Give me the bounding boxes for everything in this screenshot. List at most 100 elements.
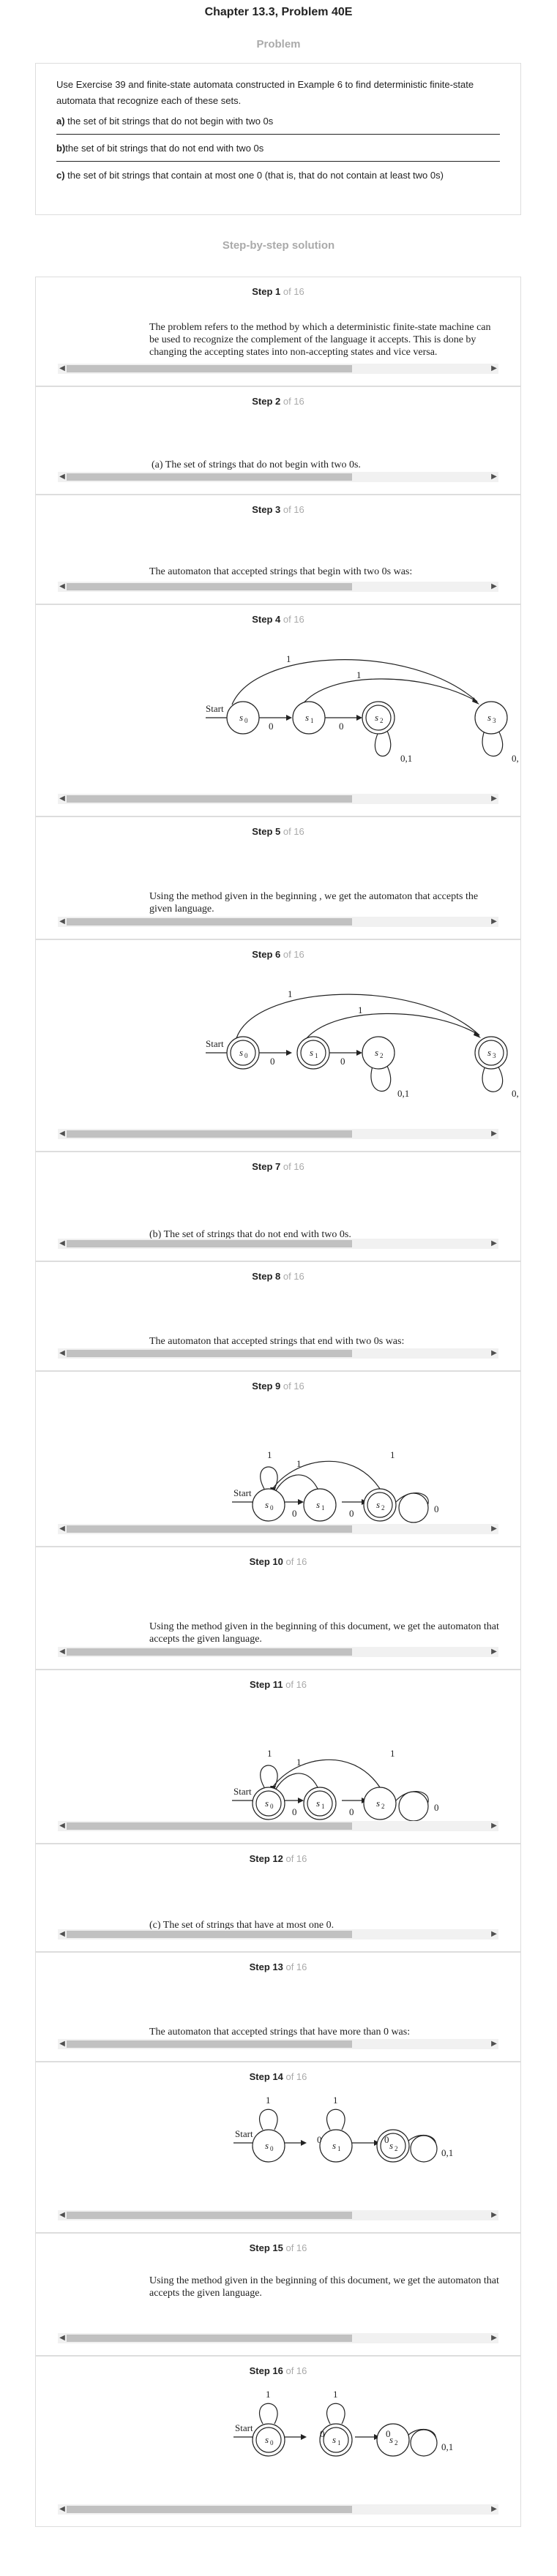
horizontal-scrollbar[interactable]: ◀ ▶	[58, 2504, 498, 2515]
scroll-right-icon[interactable]: ▶	[491, 473, 497, 481]
step-title: Step 13 of 16	[36, 1961, 520, 1972]
scroll-right-icon[interactable]: ▶	[491, 582, 497, 590]
horizontal-scrollbar[interactable]: ◀ ▶	[58, 917, 498, 927]
scroll-left-icon[interactable]: ◀	[59, 1130, 65, 1138]
scroll-right-icon[interactable]: ▶	[491, 2334, 497, 2342]
scroll-right-icon[interactable]: ▶	[491, 1349, 497, 1357]
scroll-left-icon[interactable]: ◀	[59, 582, 65, 590]
horizontal-scrollbar[interactable]: ◀ ▶	[58, 1348, 498, 1359]
scroll-right-icon[interactable]: ▶	[491, 2040, 497, 2048]
scroll-right-icon[interactable]: ▶	[491, 2505, 497, 2513]
scroll-thumb[interactable]	[67, 473, 352, 481]
edge-label: 0	[349, 1508, 354, 1519]
scroll-right-icon[interactable]: ▶	[491, 795, 497, 803]
scroll-right-icon[interactable]: ▶	[491, 2211, 497, 2219]
state-label: s	[239, 1047, 243, 1058]
step-number: Step 1	[252, 286, 281, 297]
edge-label: 0	[269, 721, 274, 732]
step-card-16: Step 16 of 16	[35, 2356, 521, 2527]
step-of-total: of 16	[283, 2071, 307, 2082]
scroll-right-icon[interactable]: ▶	[491, 1130, 497, 1138]
start-label: Start	[235, 2422, 253, 2433]
state-s2	[362, 1036, 395, 1070]
scroll-left-icon[interactable]: ◀	[59, 364, 65, 372]
scroll-thumb[interactable]	[67, 2040, 352, 2048]
state-label: s	[389, 2434, 393, 2445]
step-card-7: Step 7 of 16 (b) The set of strings that…	[35, 1152, 521, 1261]
scroll-left-icon[interactable]: ◀	[59, 1349, 65, 1357]
scroll-left-icon[interactable]: ◀	[59, 2040, 65, 2048]
horizontal-scrollbar[interactable]: ◀ ▶	[58, 472, 498, 482]
problem-intro: Use Exercise 39 and finite-state automat…	[56, 79, 474, 106]
scroll-right-icon[interactable]: ▶	[491, 1525, 497, 1533]
scroll-thumb[interactable]	[67, 365, 352, 372]
step-number: Step 15	[249, 2242, 283, 2253]
edge-label: 1	[390, 1748, 395, 1759]
state-s0	[252, 2129, 285, 2163]
step-card-15: Step 15 of 16 Using the method given in …	[35, 2233, 521, 2356]
horizontal-scrollbar[interactable]: ◀ ▶	[58, 582, 498, 592]
state-label: s	[376, 1798, 380, 1809]
accepting-ring	[367, 1492, 393, 1518]
scroll-left-icon[interactable]: ◀	[59, 1648, 65, 1656]
horizontal-scrollbar[interactable]: ◀ ▶	[58, 2333, 498, 2343]
scroll-right-icon[interactable]: ▶	[491, 917, 497, 925]
part-text: the set of bit strings that do not begin…	[64, 116, 274, 127]
scroll-thumb[interactable]	[67, 1648, 352, 1656]
problem-part-c: c) the set of bit strings that contain a…	[56, 166, 500, 188]
step-of-total: of 16	[280, 1381, 304, 1392]
scroll-thumb[interactable]	[67, 1240, 352, 1247]
horizontal-scrollbar[interactable]: ◀ ▶	[58, 1929, 498, 1939]
problem-statement: Use Exercise 39 and finite-state automat…	[35, 63, 521, 215]
scroll-thumb[interactable]	[67, 1350, 352, 1357]
scroll-thumb[interactable]	[67, 1525, 352, 1533]
step-text: Using the method given in the beginning …	[149, 1621, 499, 1645]
scroll-left-icon[interactable]: ◀	[59, 917, 65, 925]
scroll-thumb[interactable]	[67, 1931, 352, 1938]
edge-label: 1	[266, 2389, 271, 2400]
step-of-total: of 16	[283, 1961, 307, 1972]
scroll-left-icon[interactable]: ◀	[59, 2334, 65, 2342]
horizontal-scrollbar[interactable]: ◀ ▶	[58, 1647, 498, 1657]
state-s2	[363, 1787, 397, 1820]
scroll-left-icon[interactable]: ◀	[59, 1239, 65, 1247]
scroll-left-icon[interactable]: ◀	[59, 2211, 65, 2219]
scroll-thumb[interactable]	[67, 1822, 352, 1830]
step-of-total: of 16	[283, 1853, 307, 1864]
scroll-right-icon[interactable]: ▶	[491, 1648, 497, 1656]
scroll-thumb[interactable]	[67, 2212, 352, 2219]
step-card-4: Step 4 of 16	[35, 604, 521, 816]
scroll-thumb[interactable]	[67, 918, 352, 925]
state-s3	[474, 701, 508, 735]
scroll-left-icon[interactable]: ◀	[59, 473, 65, 481]
scroll-right-icon[interactable]: ▶	[491, 1930, 497, 1938]
scroll-left-icon[interactable]: ◀	[59, 1822, 65, 1830]
horizontal-scrollbar[interactable]: ◀ ▶	[58, 794, 498, 804]
step-number: Step 6	[252, 949, 281, 960]
scroll-thumb[interactable]	[67, 795, 352, 803]
horizontal-scrollbar[interactable]: ◀ ▶	[58, 1524, 498, 1534]
scroll-left-icon[interactable]: ◀	[59, 1525, 65, 1533]
scroll-right-icon[interactable]: ▶	[491, 364, 497, 372]
edge-label: 0	[292, 1806, 297, 1817]
scroll-thumb[interactable]	[67, 583, 352, 590]
horizontal-scrollbar[interactable]: ◀ ▶	[58, 1129, 498, 1139]
step-of-total: of 16	[280, 949, 304, 960]
scroll-right-icon[interactable]: ▶	[491, 1822, 497, 1830]
scroll-right-icon[interactable]: ▶	[491, 1239, 497, 1247]
scroll-thumb[interactable]	[67, 2335, 352, 2342]
horizontal-scrollbar[interactable]: ◀ ▶	[58, 364, 498, 374]
scroll-left-icon[interactable]: ◀	[59, 795, 65, 803]
state-subscript: 1	[315, 1052, 318, 1059]
scroll-thumb[interactable]	[67, 2506, 352, 2513]
horizontal-scrollbar[interactable]: ◀ ▶	[58, 2039, 498, 2049]
horizontal-scrollbar[interactable]: ◀ ▶	[58, 2210, 498, 2220]
scroll-thumb[interactable]	[67, 1130, 352, 1138]
start-label: Start	[233, 1786, 252, 1797]
scroll-left-icon[interactable]: ◀	[59, 1930, 65, 1938]
horizontal-scrollbar[interactable]: ◀ ▶	[58, 1821, 498, 1831]
horizontal-scrollbar[interactable]: ◀ ▶	[58, 1239, 498, 1249]
scroll-left-icon[interactable]: ◀	[59, 2505, 65, 2513]
